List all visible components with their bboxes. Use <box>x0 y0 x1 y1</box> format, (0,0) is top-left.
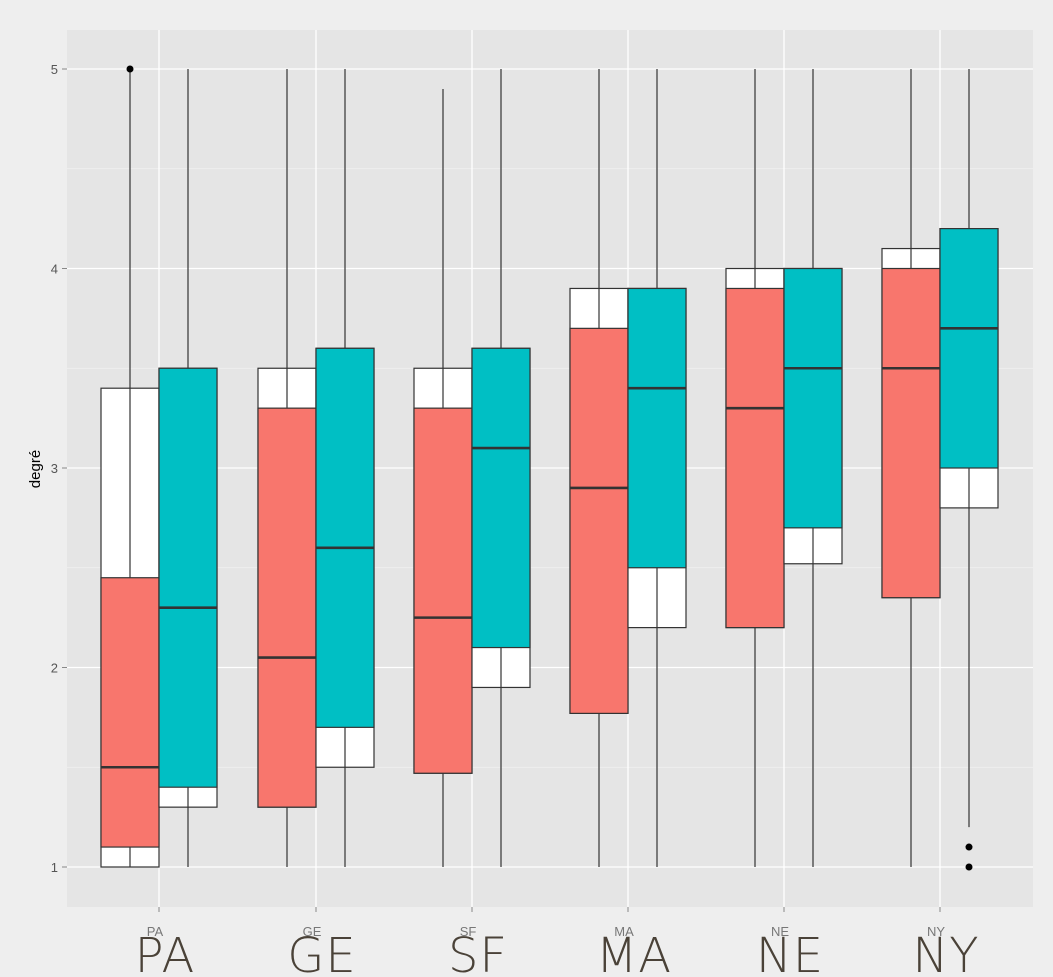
box-body <box>471 347 531 649</box>
overlay-category-label: GE <box>287 928 357 977</box>
box-body <box>569 327 629 714</box>
y-tick-label: 4 <box>51 262 58 277</box>
box-body <box>881 267 941 599</box>
box-ne-a <box>725 69 785 867</box>
box-ma-b <box>627 69 687 867</box>
y-tick-label: 2 <box>51 661 58 676</box>
box-body <box>783 267 843 529</box>
x-tick-label: PA <box>147 924 164 939</box>
y-tick-label: 1 <box>51 860 58 875</box>
overlay-category-label: NE <box>756 928 824 977</box>
overlay-category-label: PA <box>135 928 196 977</box>
y-tick-label: 5 <box>51 62 58 77</box>
x-tick-label: NE <box>771 924 789 939</box>
outlier-point <box>965 843 973 851</box>
overlay-category-label: MA <box>596 928 672 977</box>
box-body <box>627 287 687 569</box>
x-tick-label: NY <box>927 924 945 939</box>
x-tick-label: SF <box>460 924 477 939</box>
box-body <box>315 347 375 728</box>
box-body <box>158 367 218 788</box>
box-body <box>725 287 785 629</box>
box-sf-b <box>471 69 531 867</box>
box-ne-b <box>783 69 843 867</box>
x-tick-label: MA <box>614 924 634 939</box>
box-pa-b <box>158 69 218 867</box>
box-pa-a <box>100 69 160 868</box>
box-ny-a <box>881 69 941 867</box>
overlay-category-label: SF <box>448 928 508 977</box>
box-ge-b <box>315 69 375 867</box>
overlay-category-label: NY <box>912 928 979 977</box>
outlier-point <box>126 65 134 73</box>
y-tick-label: 3 <box>51 461 58 476</box>
box-body <box>100 577 160 848</box>
box-ny-b <box>939 69 999 828</box>
outlier-point <box>965 863 973 871</box>
box-body <box>413 407 473 774</box>
y-axis-label: degré <box>27 450 44 488</box>
box-body <box>257 407 317 808</box>
box-ma-a <box>569 69 629 867</box>
box-ge-a <box>257 69 317 867</box>
box-body <box>939 228 999 469</box>
x-tick-label: GE <box>303 924 322 939</box>
